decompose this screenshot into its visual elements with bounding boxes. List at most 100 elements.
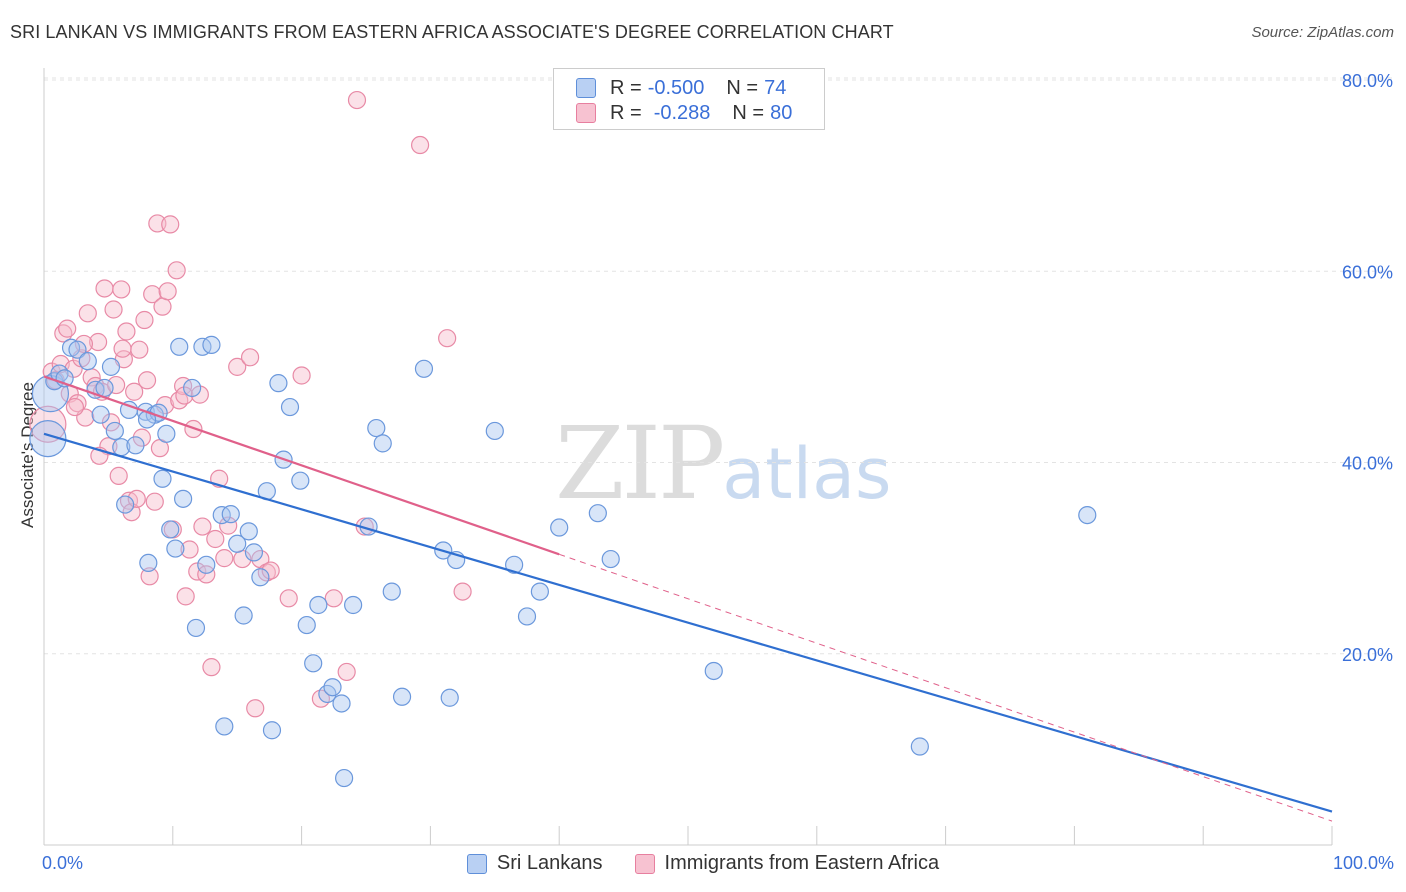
eastern-africa-point xyxy=(112,280,131,299)
eastern-africa-point xyxy=(95,279,114,298)
sri-lankan-point xyxy=(153,469,172,488)
sri-lankan-point xyxy=(304,654,323,673)
x-tick-label: 100.0% xyxy=(1333,853,1394,873)
y-tick-label: 40.0% xyxy=(1342,454,1393,474)
legend-r-value: -0.500 xyxy=(647,76,705,99)
sri-lankan-point xyxy=(139,553,158,573)
sri-lankan-point xyxy=(704,661,723,681)
eastern-africa-point xyxy=(101,413,121,432)
sri-lankan-point xyxy=(105,421,124,441)
sri-lankan-point xyxy=(186,618,206,638)
sri-lankan-point xyxy=(244,543,264,562)
y-axis-label: Associate's Degree xyxy=(18,382,37,528)
sri-lankan-point xyxy=(280,397,300,417)
sri-lankan-point xyxy=(262,721,282,740)
eastern-africa-point xyxy=(153,297,172,316)
eastern-africa-point xyxy=(202,658,221,677)
sri-lankan-point xyxy=(309,595,328,615)
source-label: Source: ZipAtlas.com xyxy=(1251,24,1394,41)
y-tick-label: 60.0% xyxy=(1342,262,1393,282)
sri-lankan-point xyxy=(1078,505,1097,525)
sri-lankan-point xyxy=(530,582,549,601)
eastern-africa-point xyxy=(58,319,77,338)
eastern-africa-point xyxy=(292,366,311,385)
legend-row-eastern-africa: R = -0.288 N = 80 xyxy=(576,101,792,125)
eastern-africa-point xyxy=(29,405,67,443)
eastern-africa-point xyxy=(135,310,154,330)
sri-lankan-point xyxy=(95,378,114,398)
eastern-africa-point xyxy=(215,549,234,568)
eastern-africa-point xyxy=(453,582,472,601)
sri-lankan-point xyxy=(161,520,180,539)
eastern-africa-point xyxy=(117,322,136,341)
sri-lankan-point xyxy=(367,418,386,438)
sri-lankan-point xyxy=(332,694,351,713)
sri-lankan-point xyxy=(382,582,401,601)
series-legend-item-sri-lankans: Sri Lankans xyxy=(466,852,603,875)
series-legend-item-eastern-africa: Immigrants from Eastern Africa xyxy=(634,852,940,875)
eastern-africa-point xyxy=(148,214,167,233)
sri-lankan-point xyxy=(910,737,929,756)
sri-lankan-point xyxy=(68,340,87,359)
series-swatch-pink xyxy=(634,853,655,874)
sri-lankan-point xyxy=(440,688,459,707)
series-label: Immigrants from Eastern Africa xyxy=(664,852,940,874)
eastern-africa-point xyxy=(337,662,356,682)
eastern-africa-point xyxy=(206,529,225,549)
eastern-africa-point xyxy=(104,300,123,319)
trend-line-sri-lankans xyxy=(43,432,1333,813)
eastern-africa-point xyxy=(130,340,149,359)
eastern-africa-point xyxy=(347,90,367,110)
eastern-africa-point xyxy=(180,540,199,559)
eastern-africa-point xyxy=(197,565,216,584)
sri-lankan-point xyxy=(221,505,240,524)
watermark-atlas: atlas xyxy=(722,433,892,515)
legend-r-value: -0.288 xyxy=(653,101,711,124)
sri-lankan-point xyxy=(291,471,310,490)
series-label: Sri Lankans xyxy=(496,852,603,874)
sri-lankan-point xyxy=(61,338,81,357)
sri-lankan-point xyxy=(157,424,176,443)
eastern-africa-point xyxy=(137,371,157,390)
eastern-africa-point xyxy=(140,567,159,586)
sri-lankan-point xyxy=(126,436,145,455)
eastern-africa-point xyxy=(219,516,238,535)
sri-lankan-point xyxy=(414,359,434,378)
legend-n-value: 74 xyxy=(764,76,787,99)
sri-lankan-point xyxy=(228,534,247,553)
sri-lankan-point xyxy=(485,421,504,441)
correlation-legend: R = -0.500 N = 74 R = -0.288 N = 80 xyxy=(553,68,825,130)
sri-lankan-point xyxy=(197,555,216,574)
legend-row-sri-lankans: R = -0.500 N = 74 xyxy=(576,76,786,100)
eastern-africa-point xyxy=(88,332,108,352)
sri-lankan-point xyxy=(78,352,97,371)
eastern-africa-point xyxy=(174,376,193,396)
eastern-africa-point xyxy=(240,348,260,367)
eastern-africa-point xyxy=(261,561,280,580)
sri-lankan-point xyxy=(183,378,202,398)
sri-lankan-point xyxy=(239,522,258,541)
eastern-africa-point xyxy=(324,589,343,608)
sri-lankan-point xyxy=(174,489,193,508)
eastern-africa-point xyxy=(78,304,97,323)
eastern-africa-point xyxy=(410,135,430,155)
eastern-africa-point xyxy=(279,589,298,608)
eastern-africa-point xyxy=(107,375,126,395)
sri-lankan-point xyxy=(344,595,363,615)
series-swatch-blue xyxy=(466,853,487,874)
sri-lankan-point xyxy=(234,606,253,625)
sri-lankan-point xyxy=(86,380,105,399)
sri-lankan-point xyxy=(193,337,212,356)
sri-lankan-point xyxy=(215,717,234,736)
sri-lankan-point xyxy=(335,768,354,788)
trend-line-eastern-africa-extrapolated xyxy=(559,553,1333,822)
eastern-africa-point xyxy=(355,517,374,536)
eastern-africa-point xyxy=(65,397,85,417)
eastern-africa-point xyxy=(438,329,457,348)
eastern-africa-point xyxy=(228,357,247,376)
legend-r-label: R = xyxy=(610,101,642,124)
eastern-africa-point xyxy=(109,466,128,485)
sri-lankan-point xyxy=(166,539,185,558)
legend-n-value: 80 xyxy=(770,101,793,124)
eastern-africa-point xyxy=(167,261,186,280)
